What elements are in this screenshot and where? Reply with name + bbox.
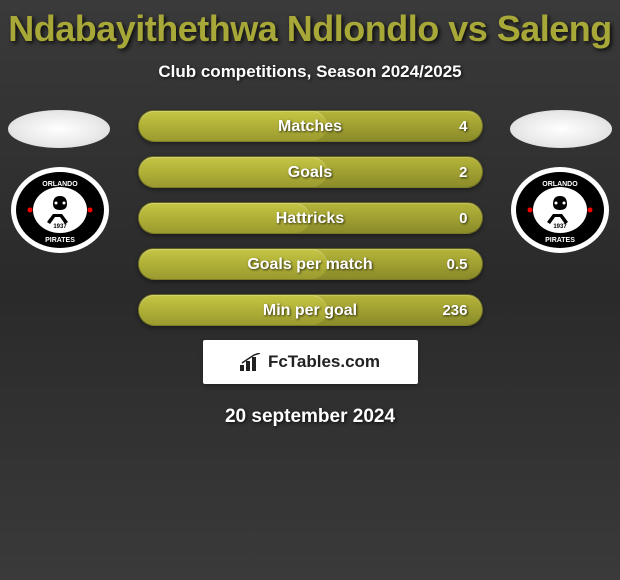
stat-value: 0.5 xyxy=(447,249,468,281)
stat-label: Matches xyxy=(139,111,482,143)
svg-text:ORLANDO: ORLANDO xyxy=(42,181,78,188)
player-right-avatar xyxy=(510,110,612,148)
stats-container: Matches4Goals2Hattricks0Goals per match0… xyxy=(138,110,483,326)
date-label: 20 september 2024 xyxy=(0,406,620,428)
svg-text:1937: 1937 xyxy=(53,224,67,230)
stat-value: 236 xyxy=(442,295,467,327)
stat-label: Goals xyxy=(139,157,482,189)
comparison-title: Ndabayithethwa Ndlondlo vs Saleng xyxy=(0,0,620,50)
stat-bar: Hattricks0 xyxy=(138,202,483,234)
brand-box[interactable]: FcTables.com xyxy=(203,340,418,384)
stat-bar: Min per goal236 xyxy=(138,294,483,326)
chart-icon xyxy=(240,353,262,371)
player-left-avatar xyxy=(8,110,110,148)
club-logo-left: ORLANDO PIRATES 1937 xyxy=(10,166,110,254)
competition-subtitle: Club competitions, Season 2024/2025 xyxy=(0,62,620,82)
stat-label: Hattricks xyxy=(139,203,482,235)
content-area: ORLANDO PIRATES 1937 ORLANDO PIRATES 193… xyxy=(0,110,620,428)
stat-label: Goals per match xyxy=(139,249,482,281)
stat-label: Min per goal xyxy=(139,295,482,327)
stat-value: 0 xyxy=(459,203,467,235)
stat-bar: Goals2 xyxy=(138,156,483,188)
brand-text: FcTables.com xyxy=(268,352,380,372)
pirates-logo-icon: ORLANDO PIRATES 1937 xyxy=(510,166,610,254)
stat-value: 4 xyxy=(459,111,467,143)
stat-bar: Matches4 xyxy=(138,110,483,142)
stat-bar: Goals per match0.5 xyxy=(138,248,483,280)
svg-text:ORLANDO: ORLANDO xyxy=(542,181,578,188)
pirates-logo-icon: ORLANDO PIRATES 1937 xyxy=(10,166,110,254)
svg-text:PIRATES: PIRATES xyxy=(545,237,575,244)
club-logo-right: ORLANDO PIRATES 1937 xyxy=(510,166,610,254)
svg-text:1937: 1937 xyxy=(553,224,567,230)
stat-value: 2 xyxy=(459,157,467,189)
svg-text:PIRATES: PIRATES xyxy=(45,237,75,244)
